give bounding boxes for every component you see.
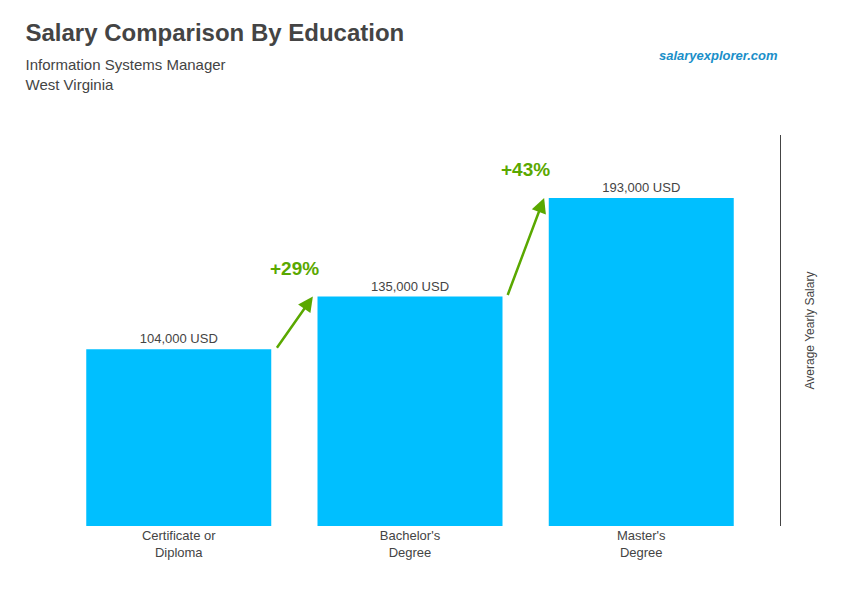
svg-text:+29%: +29% — [270, 258, 319, 279]
svg-text:Information Systems ManagerWes: Information Systems ManagerWest Virginia — [26, 56, 226, 93]
svg-text:193,000 USD: 193,000 USD — [602, 180, 680, 195]
svg-text:135,000 USD: 135,000 USD — [371, 279, 449, 294]
svg-text:salaryexplorer.com: salaryexplorer.com — [659, 48, 778, 63]
svg-text:Bachelor'sDegree: Bachelor'sDegree — [380, 528, 441, 560]
svg-text:+43%: +43% — [501, 159, 550, 180]
svg-text:104,000 USD: 104,000 USD — [140, 331, 218, 346]
svg-text:Salary Comparison By Education: Salary Comparison By Education — [26, 19, 405, 46]
svg-text:Average Yearly Salary: Average Yearly Salary — [803, 272, 817, 390]
svg-text:Certificate orDiploma: Certificate orDiploma — [142, 528, 216, 560]
svg-text:Master'sDegree: Master'sDegree — [617, 528, 666, 560]
